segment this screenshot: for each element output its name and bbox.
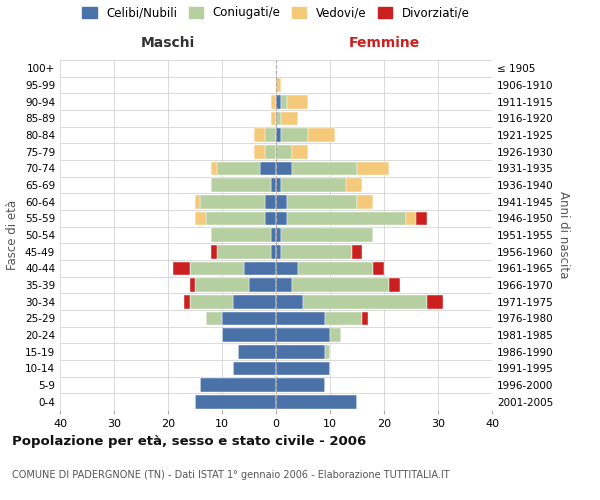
Bar — [276, 328, 330, 342]
Bar — [271, 228, 276, 242]
Bar — [287, 195, 357, 208]
Bar — [254, 145, 265, 158]
Bar — [190, 295, 233, 308]
Bar — [276, 228, 281, 242]
Bar — [281, 245, 352, 258]
Bar — [276, 128, 281, 142]
Bar — [352, 245, 362, 258]
Bar — [271, 95, 276, 108]
Bar — [265, 145, 276, 158]
Bar — [260, 162, 276, 175]
Bar — [276, 112, 281, 125]
Bar — [190, 262, 244, 275]
Bar — [281, 228, 373, 242]
Bar — [184, 295, 190, 308]
Bar — [287, 212, 406, 225]
Bar — [195, 278, 249, 292]
Text: Popolazione per età, sesso e stato civile - 2006: Popolazione per età, sesso e stato civil… — [12, 435, 366, 448]
Bar — [416, 212, 427, 225]
Bar — [287, 95, 308, 108]
Bar — [325, 345, 330, 358]
Y-axis label: Anni di nascita: Anni di nascita — [557, 192, 570, 278]
Bar — [195, 195, 200, 208]
Bar — [200, 378, 276, 392]
Y-axis label: Fasce di età: Fasce di età — [7, 200, 19, 270]
Bar — [276, 78, 281, 92]
Bar — [276, 245, 281, 258]
Bar — [362, 312, 368, 325]
Bar — [346, 178, 362, 192]
Bar — [308, 128, 335, 142]
Text: Femmine: Femmine — [349, 36, 419, 50]
Bar — [265, 212, 276, 225]
Bar — [206, 212, 265, 225]
Bar — [265, 128, 276, 142]
Bar — [276, 178, 281, 192]
Bar — [373, 262, 384, 275]
Bar — [233, 295, 276, 308]
Bar — [292, 278, 389, 292]
Legend: Celibi/Nubili, Coniugati/e, Vedovi/e, Divorziati/e: Celibi/Nubili, Coniugati/e, Vedovi/e, Di… — [79, 3, 473, 23]
Bar — [217, 162, 260, 175]
Bar — [276, 195, 287, 208]
Bar — [222, 312, 276, 325]
Bar — [330, 328, 341, 342]
Bar — [276, 162, 292, 175]
Bar — [211, 178, 271, 192]
Bar — [190, 278, 195, 292]
Text: Maschi: Maschi — [141, 36, 195, 50]
Bar — [276, 378, 325, 392]
Bar — [427, 295, 443, 308]
Bar — [276, 262, 298, 275]
Bar — [389, 278, 400, 292]
Bar — [249, 278, 276, 292]
Bar — [211, 162, 217, 175]
Bar — [325, 312, 362, 325]
Bar — [276, 95, 281, 108]
Bar — [254, 128, 265, 142]
Bar — [276, 362, 330, 375]
Bar — [357, 195, 373, 208]
Bar — [303, 295, 427, 308]
Bar — [265, 195, 276, 208]
Bar — [244, 262, 276, 275]
Text: COMUNE DI PADERGNONE (TN) - Dati ISTAT 1° gennaio 2006 - Elaborazione TUTTITALIA: COMUNE DI PADERGNONE (TN) - Dati ISTAT 1… — [12, 470, 449, 480]
Bar — [276, 212, 287, 225]
Bar — [276, 312, 325, 325]
Bar — [211, 245, 217, 258]
Bar — [281, 112, 298, 125]
Bar — [271, 112, 276, 125]
Bar — [238, 345, 276, 358]
Bar — [195, 212, 206, 225]
Bar — [217, 245, 271, 258]
Bar — [406, 212, 416, 225]
Bar — [195, 395, 276, 408]
Bar — [276, 395, 357, 408]
Bar — [281, 178, 346, 192]
Bar — [211, 228, 271, 242]
Bar — [173, 262, 190, 275]
Bar — [292, 162, 357, 175]
Bar — [233, 362, 276, 375]
Bar — [276, 145, 292, 158]
Bar — [276, 278, 292, 292]
Bar — [200, 195, 265, 208]
Bar — [206, 312, 222, 325]
Bar — [281, 95, 287, 108]
Bar — [271, 178, 276, 192]
Bar — [357, 162, 389, 175]
Bar — [276, 295, 303, 308]
Bar — [271, 245, 276, 258]
Bar — [276, 345, 325, 358]
Bar — [298, 262, 373, 275]
Bar — [222, 328, 276, 342]
Bar — [281, 128, 308, 142]
Bar — [292, 145, 308, 158]
